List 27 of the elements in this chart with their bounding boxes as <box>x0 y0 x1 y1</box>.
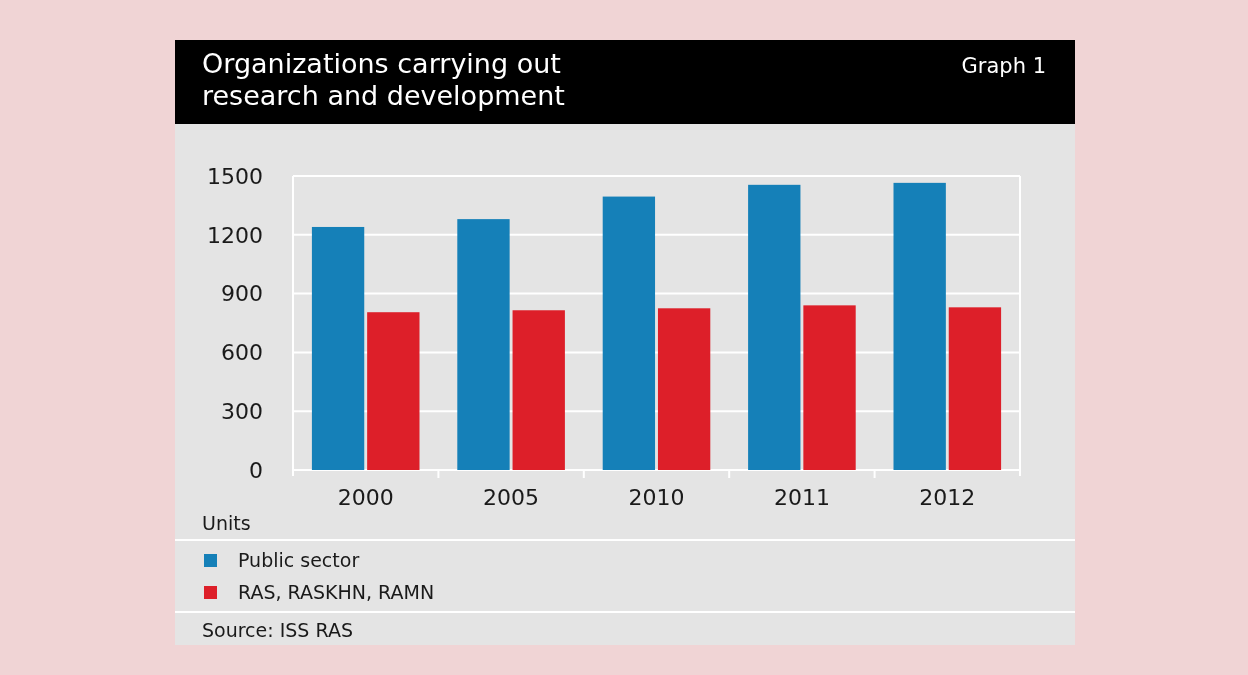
caption: Graph 1 <box>961 54 1046 78</box>
y-tick-label: 600 <box>221 340 263 366</box>
x-tick-label: 2011 <box>773 485 830 510</box>
bar <box>457 219 510 470</box>
bar <box>367 312 420 470</box>
bar <box>311 226 365 470</box>
y-axis-title: Units <box>202 512 251 534</box>
source-note: Source: ISS RAS <box>202 619 353 641</box>
y-tick-label: 1200 <box>207 222 263 248</box>
x-tick-label: 2010 <box>628 485 685 510</box>
bar <box>512 310 565 470</box>
y-tick-label: 900 <box>221 281 263 307</box>
legend-label: RAS, RASKHN, RAMN <box>238 581 435 603</box>
x-tick-label: 2000 <box>337 485 394 510</box>
y-tick-label: 1500 <box>207 163 263 189</box>
chart-title: Organizations carrying out research and development <box>202 48 565 111</box>
bar <box>893 182 946 470</box>
bar <box>748 184 801 470</box>
bar <box>803 305 856 470</box>
x-tick-label: 2012 <box>919 485 976 510</box>
y-tick-label: 300 <box>221 398 263 424</box>
bar <box>602 196 656 470</box>
x-tick-label: 2005 <box>483 485 540 510</box>
bar <box>948 307 1002 470</box>
bar <box>657 308 711 470</box>
legend-label: Public sector <box>238 549 360 571</box>
y-tick-label: 0 <box>249 457 263 483</box>
